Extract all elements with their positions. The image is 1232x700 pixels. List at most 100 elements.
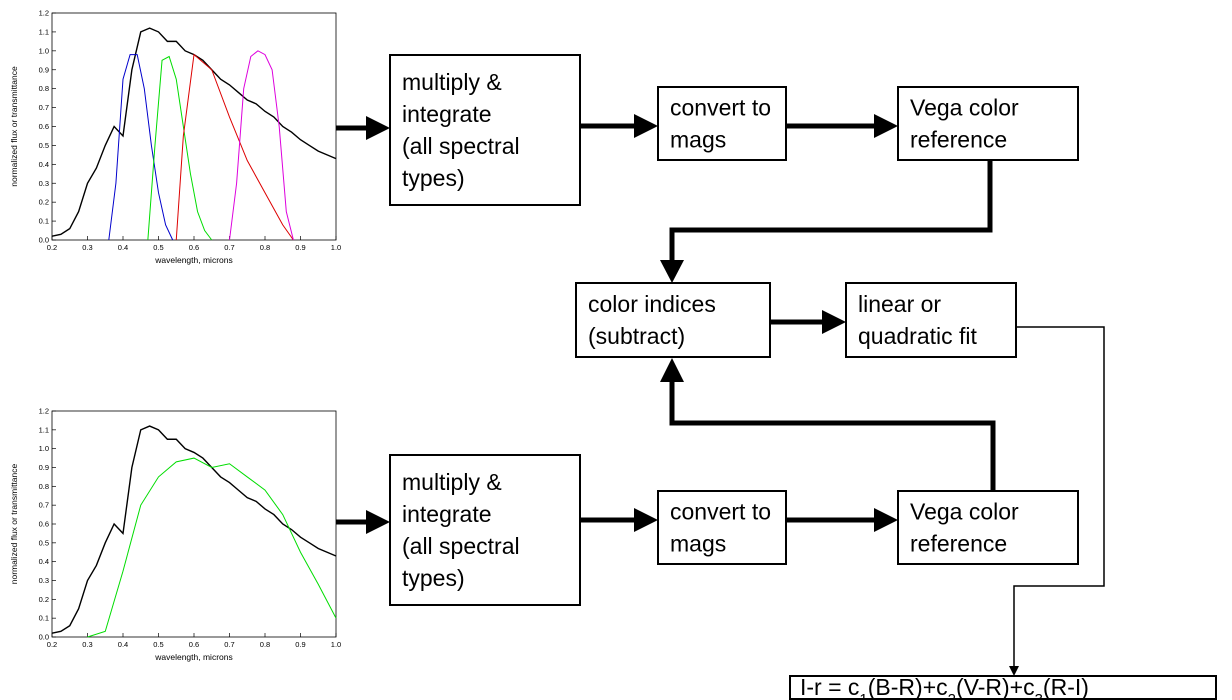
y-tick-label: 0.9 — [39, 65, 49, 74]
x-tick-label: 0.5 — [153, 243, 163, 252]
y-tick-label: 0.6 — [39, 122, 49, 131]
node-label: reference — [910, 127, 1007, 153]
y-tick-label: 0.5 — [39, 141, 49, 150]
y-tick-label: 0.4 — [39, 160, 49, 169]
y-tick-label: 1.0 — [39, 444, 49, 453]
x-axis-label: wavelength, microns — [154, 255, 232, 265]
y-tick-label: 0.7 — [39, 103, 49, 112]
node-label: (all spectral — [402, 133, 520, 159]
node-label: reference — [910, 531, 1007, 557]
node-label: types) — [402, 165, 465, 191]
process-node: multiply & integrate (all spectral types) — [389, 54, 581, 206]
formula-part: (B-R)+c — [868, 674, 948, 700]
node-box — [897, 86, 1079, 161]
x-tick-label: 0.9 — [295, 640, 305, 649]
formula-part: (V-R)+c — [956, 674, 1035, 700]
x-tick-label: 0.4 — [118, 640, 128, 649]
series-line — [51, 425, 337, 634]
y-tick-label: 0.5 — [39, 538, 49, 547]
x-tick-label: 0.6 — [189, 640, 199, 649]
node-box — [389, 454, 581, 606]
node-box — [845, 282, 1017, 358]
node-box — [389, 54, 581, 206]
series-line — [51, 27, 337, 237]
node-label: color indices — [588, 291, 716, 317]
y-tick-label: 0.4 — [39, 557, 49, 566]
x-tick-label: 0.9 — [295, 243, 305, 252]
formula-box — [789, 675, 1217, 700]
process-node: linear or quadratic fit — [845, 282, 1017, 358]
node-label: Vega color — [910, 499, 1019, 525]
node-label: linear or — [858, 291, 941, 317]
y-tick-label: 1.1 — [39, 425, 49, 434]
node-label: integrate — [402, 501, 492, 527]
x-tick-label: 0.3 — [82, 640, 92, 649]
node-label: multiply & — [402, 469, 502, 495]
x-tick-label: 0.7 — [224, 640, 234, 649]
node-box — [897, 490, 1079, 565]
node-label: (all spectral — [402, 533, 520, 559]
x-tick-label: 0.5 — [153, 640, 163, 649]
process-node: Vega color reference — [897, 86, 1079, 161]
y-tick-label: 0.3 — [39, 576, 49, 585]
y-axis-label: normalized flux or transmittance — [9, 66, 19, 187]
process-node: Vega color reference — [897, 490, 1079, 565]
node-label: convert to — [670, 95, 771, 121]
x-tick-label: 0.8 — [260, 640, 270, 649]
x-tick-label: 0.2 — [47, 640, 57, 649]
x-tick-label: 0.8 — [260, 243, 270, 252]
series-line — [175, 53, 294, 241]
x-axis-label: wavelength, microns — [154, 652, 232, 662]
y-axis-label: normalized flux or transmittance — [9, 463, 19, 584]
node-label: (subtract) — [588, 323, 685, 349]
connectors — [336, 114, 1105, 676]
chart: 0.2 0.3 0.4 0.5 0.6 0.7 0.8 0.9 1.0 0.0 0.1 0.2 0.3 0… — [9, 9, 341, 266]
x-tick-label: 0.4 — [118, 243, 128, 252]
process-node: color indices (subtract) — [575, 282, 771, 358]
node-box — [575, 282, 771, 358]
node-label: mags — [670, 127, 726, 153]
y-tick-label: 0.2 — [39, 198, 49, 207]
node-label: integrate — [402, 101, 492, 127]
node-label: mags — [670, 531, 726, 557]
formula-part: I-r = c — [800, 674, 859, 700]
y-tick-label: 0.0 — [39, 236, 49, 245]
series-line — [147, 55, 213, 241]
node-label: multiply & — [402, 69, 502, 95]
y-tick-label: 1.0 — [39, 46, 49, 55]
x-tick-label: 0.6 — [189, 243, 199, 252]
y-tick-label: 0.8 — [39, 482, 49, 491]
y-tick-label: 0.0 — [39, 633, 49, 642]
series-line — [108, 54, 174, 241]
chart: 0.2 0.3 0.4 0.5 0.6 0.7 0.8 0.9 1.0 0.0 0.1 0.2 0.3 0… — [9, 407, 341, 663]
node-label: Vega color — [910, 95, 1019, 121]
formula-part: (R-I) — [1043, 674, 1089, 700]
node-label: types) — [402, 565, 465, 591]
x-tick-label: 0.2 — [47, 243, 57, 252]
y-tick-label: 0.6 — [39, 520, 49, 529]
node-label: quadratic fit — [858, 323, 978, 349]
series-line — [229, 50, 294, 241]
y-tick-label: 1.1 — [39, 27, 49, 36]
x-tick-label: 0.7 — [224, 243, 234, 252]
node-label: convert to — [670, 499, 771, 525]
series-line — [87, 457, 337, 638]
y-tick-label: 0.8 — [39, 84, 49, 93]
y-tick-label: 0.1 — [39, 614, 49, 623]
process-node: convert to mags — [657, 86, 787, 161]
y-tick-label: 1.2 — [39, 407, 49, 416]
process-node: multiply & integrate (all spectral types) — [389, 454, 581, 606]
formula-subscript: 2 — [948, 691, 956, 700]
formula-subscript: 3 — [1035, 691, 1043, 700]
y-tick-label: 0.1 — [39, 217, 49, 226]
x-tick-label: 0.3 — [82, 243, 92, 252]
process-node: convert to mags — [657, 490, 787, 565]
formula-subscript: 1 — [859, 691, 867, 700]
plot-frame — [51, 410, 337, 638]
y-tick-label: 0.7 — [39, 501, 49, 510]
x-tick-label: 1.0 — [331, 640, 341, 649]
y-tick-label: 0.2 — [39, 595, 49, 604]
node-box — [657, 490, 787, 565]
y-tick-label: 1.2 — [39, 9, 49, 18]
